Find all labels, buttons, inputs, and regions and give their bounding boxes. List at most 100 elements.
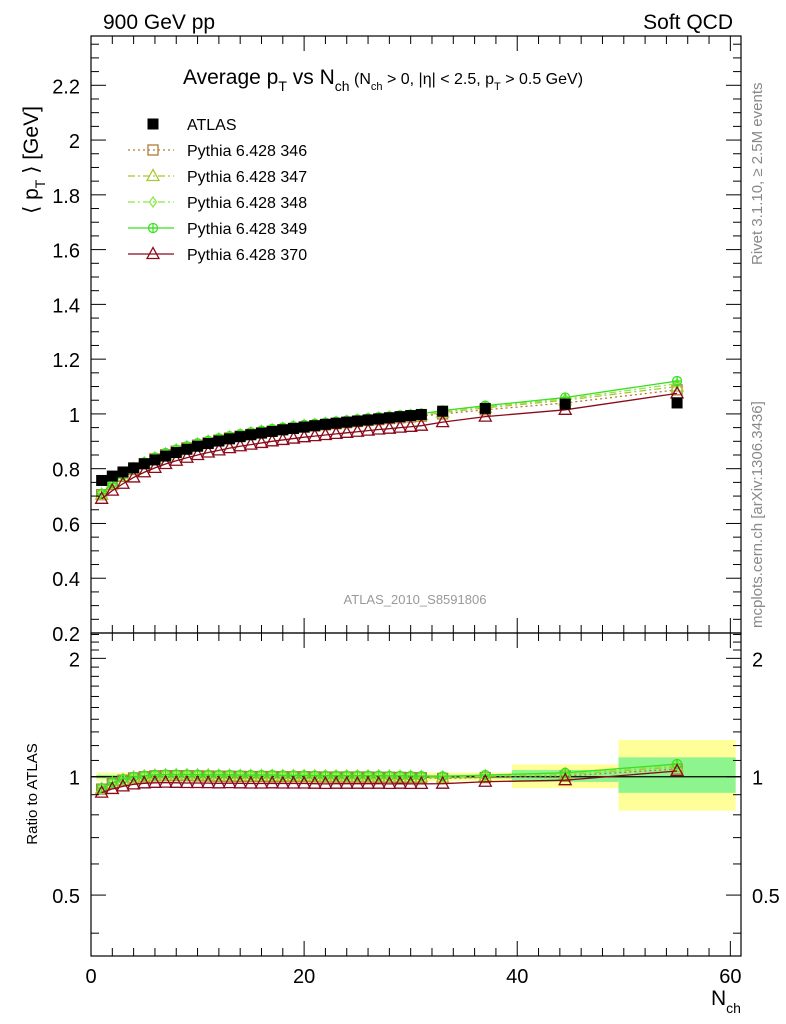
data-point <box>362 414 374 426</box>
ratio-point <box>330 770 342 781</box>
ratio-point <box>203 768 213 782</box>
ratio-point <box>171 769 182 780</box>
legend: ATLAS Pythia 6.428 346 Pythia 6.428 347 Pyt… <box>128 117 307 264</box>
mcplots-label: mcplots.cern.ch [arXiv:1306.3436] <box>749 401 766 628</box>
ratio-point <box>360 775 376 789</box>
title-cond-c: > 0.5 GeV) <box>501 71 583 88</box>
data-point <box>382 420 397 434</box>
ratio-point <box>307 775 322 789</box>
ratio-point <box>193 768 202 781</box>
data-point <box>392 419 408 433</box>
ratio-point <box>558 772 573 786</box>
title-cond-a: (N <box>350 71 371 88</box>
ratio-point <box>406 770 415 783</box>
y-tick-label: 2.2 <box>52 76 80 98</box>
ratio-point <box>201 775 216 789</box>
ratio-point <box>669 763 685 777</box>
data-point <box>160 450 172 462</box>
title-main-sub: T <box>278 78 287 94</box>
data-point <box>224 433 236 445</box>
data-point <box>339 424 354 438</box>
data-point <box>414 417 429 431</box>
ratio-point <box>150 768 160 782</box>
legend-entry: Pythia 6.428 347 <box>128 168 307 186</box>
data-point <box>275 432 290 446</box>
ratio-series-4 <box>94 763 685 798</box>
ratio-point <box>265 775 280 789</box>
ratio-point <box>246 769 256 782</box>
main-y-axis-label-pre: ⟨ p <box>20 188 43 214</box>
data-point <box>277 424 289 436</box>
data-point <box>415 408 427 420</box>
ratio-point <box>139 769 149 782</box>
ratio-point <box>331 769 341 782</box>
title-main: Average p <box>183 66 278 89</box>
legend-entry: Pythia 6.428 370 <box>128 246 307 264</box>
data-point <box>383 412 395 424</box>
main-y-axis-label: ⟨ pT ⟩ [GeV] <box>20 106 48 214</box>
ratio-point <box>105 781 120 795</box>
data-point <box>201 444 216 458</box>
ratio-point <box>318 776 333 790</box>
data-point <box>190 447 205 461</box>
ratio-point <box>233 775 248 789</box>
ratio-point <box>373 770 384 781</box>
data-point <box>115 475 131 489</box>
data-point <box>330 417 342 429</box>
y-tick-label: 1.6 <box>52 241 80 263</box>
ratio-y-tick-label: 2 <box>69 649 80 671</box>
data-point <box>137 464 152 478</box>
ratio-point <box>129 770 138 784</box>
ratio-point <box>435 775 450 789</box>
ratio-point <box>299 769 309 782</box>
analysis-watermark: ATLAS_2010_S8591806 <box>344 592 487 607</box>
data-point <box>318 427 333 441</box>
ratio-point <box>395 769 405 783</box>
data-point <box>149 454 161 466</box>
ratio-point <box>288 770 299 781</box>
data-point <box>192 440 204 452</box>
ratio-point <box>320 770 331 781</box>
ratio-point <box>149 769 161 780</box>
ratio-point <box>480 769 490 782</box>
y-tick-label: 0.8 <box>52 460 80 482</box>
data-point <box>435 414 450 428</box>
legend-label: Pythia 6.428 348 <box>187 195 307 212</box>
data-point <box>266 425 278 437</box>
y-tick-label: 1.4 <box>52 295 80 317</box>
data-point <box>287 422 299 434</box>
ratio-y-tick-label: 0.5 <box>52 886 80 908</box>
data-point <box>394 411 406 423</box>
data-point <box>373 413 385 425</box>
data-point <box>147 460 163 474</box>
data-point <box>126 469 141 483</box>
ratio-point <box>363 769 373 782</box>
ratio-point <box>267 769 277 782</box>
data-point <box>243 436 258 450</box>
title-cond-b: > 0, |η| < 2.5, p <box>383 71 495 88</box>
ratio-point <box>341 770 352 781</box>
ratio-point <box>382 776 397 790</box>
ratio-point <box>169 774 184 788</box>
legend-label: Pythia 6.428 347 <box>187 169 307 186</box>
ratio-point <box>126 776 141 790</box>
ratio-panel-frame <box>90 632 742 957</box>
ratio-point <box>94 784 109 798</box>
data-point <box>138 458 150 470</box>
series-2 <box>94 378 685 500</box>
data-point <box>341 416 353 428</box>
ratio-point <box>214 768 224 782</box>
data-point <box>437 405 449 417</box>
data-point <box>319 418 331 430</box>
ratio-point <box>385 769 394 783</box>
data-point <box>405 410 417 422</box>
legend-marker <box>147 144 159 156</box>
data-point <box>233 438 248 452</box>
ratio-point <box>161 768 170 781</box>
legend-entry: Pythia 6.428 349 <box>128 221 307 238</box>
data-point <box>105 482 120 496</box>
ratio-point <box>277 770 288 781</box>
ratio-point <box>297 775 312 789</box>
data-point <box>128 462 140 474</box>
